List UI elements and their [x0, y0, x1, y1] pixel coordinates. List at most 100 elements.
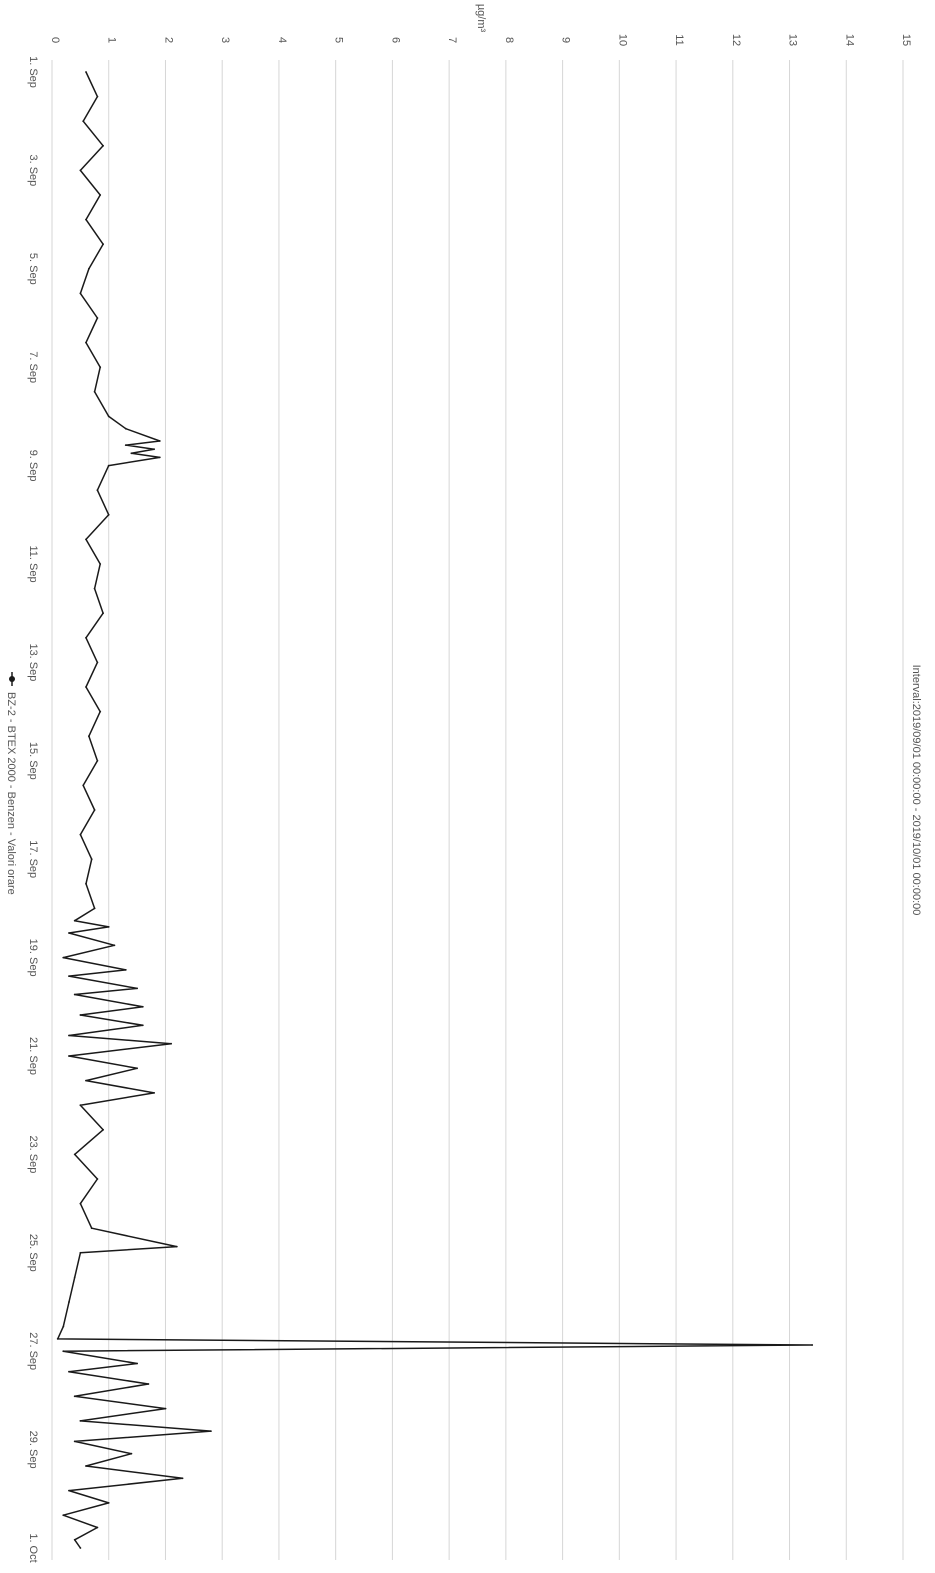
data-point: [82, 120, 85, 123]
data-point: [93, 809, 96, 811]
x-tick-label: 15. Sep: [27, 742, 39, 780]
legend: BZ-2 - BTEX 2000 - Benzen - Valori orare: [5, 672, 17, 895]
data-point: [147, 1383, 150, 1385]
data-point: [130, 1452, 133, 1455]
data-point: [107, 464, 110, 467]
data-point: [79, 1547, 82, 1549]
data-point: [811, 1344, 814, 1346]
data-point: [96, 1178, 99, 1180]
data-point: [56, 1338, 59, 1340]
data-point: [102, 144, 104, 147]
data-point: [153, 1092, 156, 1094]
data-point: [158, 440, 161, 442]
data-point: [124, 427, 127, 430]
data-point: [96, 661, 99, 664]
x-tick-label: 19. Sep: [27, 939, 39, 977]
data-point: [93, 907, 96, 910]
data-point: [68, 1370, 70, 1373]
data-point: [73, 1153, 76, 1156]
data-point: [158, 456, 161, 459]
x-tick-label: 13. Sep: [27, 643, 39, 681]
data-point: [124, 969, 127, 971]
data-point: [85, 1079, 87, 1082]
x-tick-label: 7. Sep: [27, 351, 39, 383]
data-point: [85, 538, 87, 541]
x-tick-label: 21. Sep: [27, 1037, 39, 1075]
data-point: [85, 341, 87, 344]
x-axis-ticks: 1. Sep 3. Sep 5. Sep 7. Sep 9. Sep 11. Sep 13.…: [27, 56, 39, 1563]
data-point: [73, 1276, 76, 1279]
data-point: [85, 636, 87, 639]
y-tick-label: 10: [616, 34, 628, 46]
data-point: [73, 1538, 76, 1541]
data-point: [93, 390, 96, 393]
data-point: [88, 735, 90, 738]
data-point: [113, 944, 116, 947]
data-point: [85, 218, 87, 221]
data-point: [164, 1407, 167, 1410]
y-tick-label: 14: [843, 34, 855, 46]
grid-lines: [51, 60, 904, 1560]
data-point: [68, 1489, 70, 1492]
x-tick-label: 9. Sep: [27, 450, 39, 482]
data-point: [73, 919, 76, 922]
x-tick-label: 5. Sep: [27, 253, 39, 285]
data-point: [68, 932, 70, 934]
chart-title: Interval:2019/09/01 00:00:00 - 2019/10/0…: [910, 665, 922, 916]
data-point: [136, 1362, 139, 1365]
data-point: [96, 489, 99, 492]
data-point: [62, 1350, 65, 1353]
data-point: [124, 444, 127, 446]
data-point: [62, 1325, 65, 1328]
y-tick-label: 15: [900, 34, 912, 46]
y-tick-label: 0: [49, 37, 61, 43]
data-point: [102, 243, 104, 246]
data-point: [93, 587, 96, 590]
data-point: [102, 1128, 104, 1131]
data-point: [85, 71, 87, 73]
x-tick-label: 1. Oct: [27, 1533, 39, 1562]
y-tick-label: 5: [333, 37, 345, 43]
data-point: [90, 858, 93, 861]
y-tick-label: 1: [106, 37, 118, 43]
y-tick-label: 12: [730, 34, 742, 46]
data-point: [79, 292, 82, 295]
x-tick-label: 25. Sep: [27, 1234, 39, 1272]
y-axis-label: µg/m³: [475, 4, 487, 33]
y-tick-label: 4: [276, 37, 288, 43]
data-point: [102, 612, 104, 615]
data-point: [153, 448, 156, 451]
data-point: [210, 1430, 212, 1432]
y-tick-label: 8: [503, 37, 515, 43]
y-tick-label: 6: [389, 37, 401, 43]
data-point: [73, 1440, 76, 1443]
data-point: [79, 1014, 82, 1016]
data-point: [141, 1005, 144, 1008]
data-point: [107, 926, 110, 928]
data-point: [85, 686, 87, 688]
data-point: [96, 759, 99, 762]
x-tick-label: 23. Sep: [27, 1135, 39, 1173]
series-line-0: [56, 71, 813, 1549]
data-point: [99, 194, 102, 196]
data-point: [79, 1420, 82, 1422]
data-point: [73, 1395, 76, 1398]
y-tick-label: 11: [673, 34, 685, 45]
data-point: [82, 784, 85, 787]
data-point: [96, 95, 99, 98]
data-point: [107, 513, 110, 516]
data-point: [170, 1042, 173, 1045]
data-point: [62, 1514, 65, 1517]
data-point: [79, 1251, 82, 1254]
y-tick-label: 3: [219, 37, 231, 43]
data-point: [107, 1502, 110, 1504]
data-point: [73, 993, 76, 996]
data-point: [85, 1465, 87, 1467]
data-point: [175, 1245, 178, 1248]
data-point: [96, 317, 99, 319]
x-tick-label: 27. Sep: [27, 1332, 39, 1370]
data-point: [79, 1104, 82, 1107]
y-tick-label: 2: [162, 37, 174, 43]
data-point: [85, 882, 87, 885]
